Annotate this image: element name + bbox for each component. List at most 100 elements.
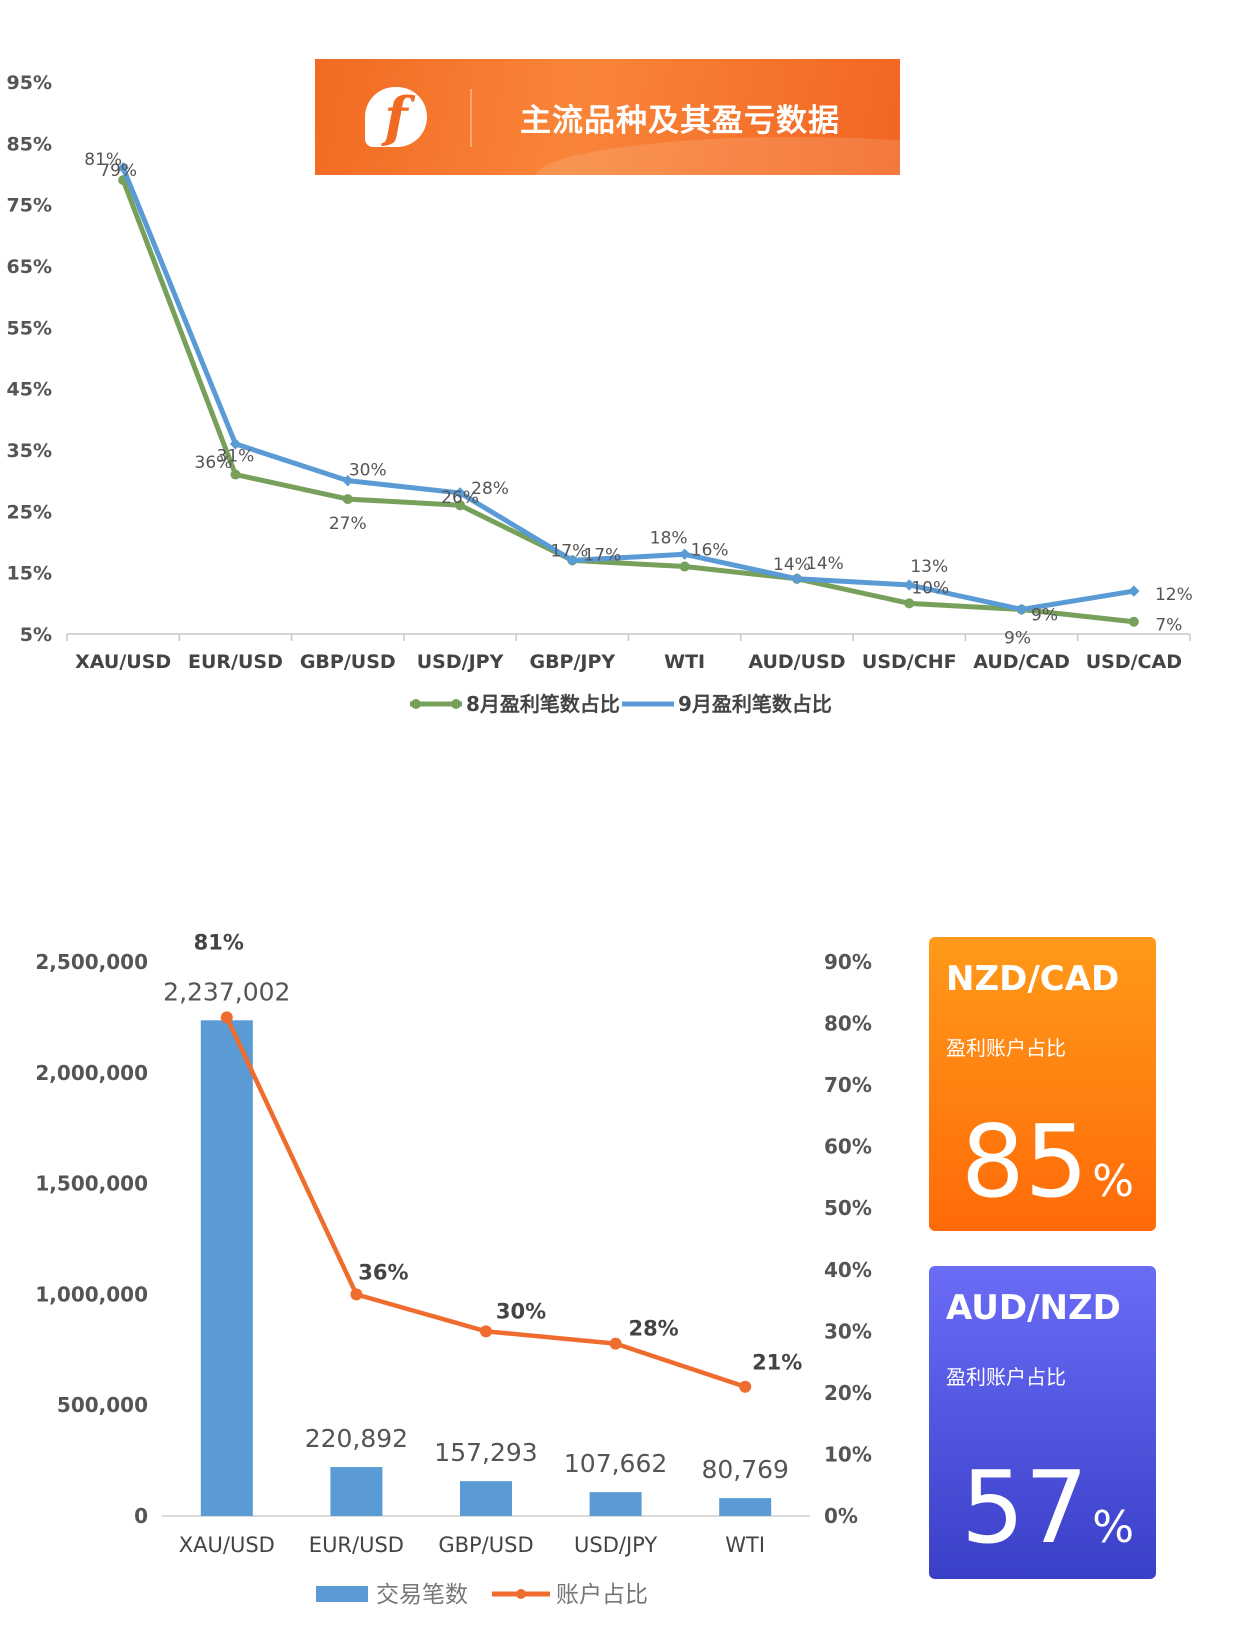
x-tick-label: AUD/USD [748, 651, 845, 673]
y-tick-label: 85% [7, 133, 52, 155]
x-tick-label: XAU/USD [179, 1533, 275, 1557]
y-tick-label: 95% [7, 72, 52, 94]
card-aud-nzd: AUD/NZD 盈利账户占比 57% [929, 1266, 1156, 1579]
x-tick-label: XAU/USD [75, 651, 171, 673]
series-line [120, 166, 1135, 612]
x-tick-label: USD/CHF [862, 651, 957, 673]
data-point [679, 561, 690, 572]
bar [589, 1492, 642, 1516]
y2-tick-label: 30% [824, 1319, 872, 1343]
data-point [1128, 616, 1139, 627]
data-point [229, 438, 242, 450]
data-label: 10% [911, 578, 949, 598]
card-value: 57% [961, 1458, 1134, 1558]
bar-value-label: 220,892 [305, 1424, 408, 1453]
y-tick-label: 1,500,000 [35, 1172, 148, 1196]
legend-label-aug: 8月盈利笔数占比 [466, 692, 620, 716]
card-value-unit: % [1092, 1502, 1135, 1553]
line-value-label: 30% [496, 1299, 546, 1323]
data-point [739, 1380, 752, 1393]
x-tick-label: GBP/USD [300, 651, 396, 673]
data-point [678, 548, 691, 560]
card-pair: AUD/NZD [946, 1288, 1121, 1328]
data-point [455, 500, 466, 511]
x-tick-label: WTI [725, 1533, 765, 1557]
y-tick-label: 65% [7, 256, 52, 278]
card-pair: NZD/CAD [946, 959, 1120, 999]
legend-marker-aug [451, 699, 461, 709]
y-tick-label: 2,500,000 [35, 950, 148, 974]
card-value-number: 57 [961, 1449, 1089, 1566]
data-label: 9% [1004, 628, 1031, 648]
legend-marker-accounts [516, 1589, 526, 1599]
data-point [350, 1288, 363, 1301]
bar-value-label: 107,662 [564, 1449, 667, 1478]
y2-tick-label: 70% [824, 1073, 872, 1097]
data-label: 26% [441, 488, 479, 508]
data-label: 7% [1155, 616, 1182, 636]
x-tick-label: AUD/CAD [973, 651, 1070, 673]
data-point [791, 573, 803, 585]
y-tick-label: 35% [7, 440, 52, 462]
y-tick-label: 75% [7, 195, 52, 217]
x-tick-label: USD/CAD [1086, 651, 1182, 673]
y2-tick-label: 60% [824, 1135, 872, 1159]
y2-tick-label: 20% [824, 1381, 872, 1405]
line-chart-profit-trades: 5% 15% 25% 35% 45% 55% 65% 75% 85% 95% XAU/USD EUR/… [7, 72, 1193, 716]
y2-tick-label: 80% [824, 1012, 872, 1036]
y-tick-label: 500,000 [57, 1393, 148, 1417]
bar [330, 1467, 383, 1516]
data-point [903, 579, 915, 591]
line-value-label: 28% [628, 1317, 678, 1341]
data-label: 17% [550, 541, 588, 561]
data-label: 9% [1031, 605, 1058, 625]
bar [460, 1481, 512, 1516]
data-label: 81% [84, 150, 122, 170]
data-point [454, 487, 466, 499]
data-point [566, 554, 579, 567]
line-value-label: 36% [358, 1260, 408, 1284]
data-label: 13% [910, 557, 948, 577]
legend-label-trades: 交易笔数 [376, 1582, 468, 1608]
bar-value-label: 2,237,002 [163, 977, 290, 1006]
x-tick-label: EUR/USD [188, 651, 283, 673]
y2-tick-label: 50% [824, 1196, 872, 1220]
data-point [1015, 603, 1028, 616]
x-tick-label: USD/JPY [417, 651, 504, 673]
banner-divider [470, 89, 472, 147]
brand-logo-icon: f [365, 87, 427, 147]
card-value: 85% [961, 1112, 1134, 1212]
data-label: 27% [329, 514, 367, 534]
legend-label-sep: 9月盈利笔数占比 [678, 692, 832, 716]
card-nzd-cad: NZD/CAD 盈利账户占比 85% [929, 937, 1156, 1231]
data-point [904, 598, 915, 609]
x-tick-label: GBP/USD [438, 1533, 533, 1557]
card-value-number: 85 [961, 1103, 1089, 1220]
legend-label-accounts: 账户占比 [556, 1582, 648, 1608]
data-point [1128, 585, 1140, 597]
legend-marker-aug [411, 699, 421, 709]
series-line [120, 179, 1135, 625]
x-tick-label: GBP/JPY [529, 651, 615, 673]
y-tick-label: 25% [7, 501, 52, 523]
bar [719, 1498, 772, 1516]
data-label: 16% [691, 541, 729, 561]
y-tick-label: 15% [7, 563, 52, 585]
y-tick-label: 55% [7, 317, 52, 339]
bar-value-label: 157,293 [434, 1438, 537, 1467]
bar-value-label: 80,769 [701, 1455, 788, 1484]
y2-tick-label: 40% [824, 1258, 872, 1282]
y2-tick-label: 0% [824, 1504, 858, 1528]
data-point [220, 1011, 233, 1024]
y-tick-label: 0 [134, 1504, 148, 1528]
line-value-label: 21% [752, 1351, 802, 1375]
data-label: 14% [773, 555, 811, 575]
data-point [480, 1325, 492, 1338]
y-tick-label: 2,000,000 [35, 1061, 148, 1085]
data-label: 31% [217, 447, 255, 467]
card-label: 盈利账户占比 [946, 1036, 1066, 1060]
bar [200, 1020, 253, 1516]
data-label: 28% [471, 479, 509, 499]
legend-swatch-trades [316, 1586, 368, 1602]
data-point [609, 1337, 622, 1350]
